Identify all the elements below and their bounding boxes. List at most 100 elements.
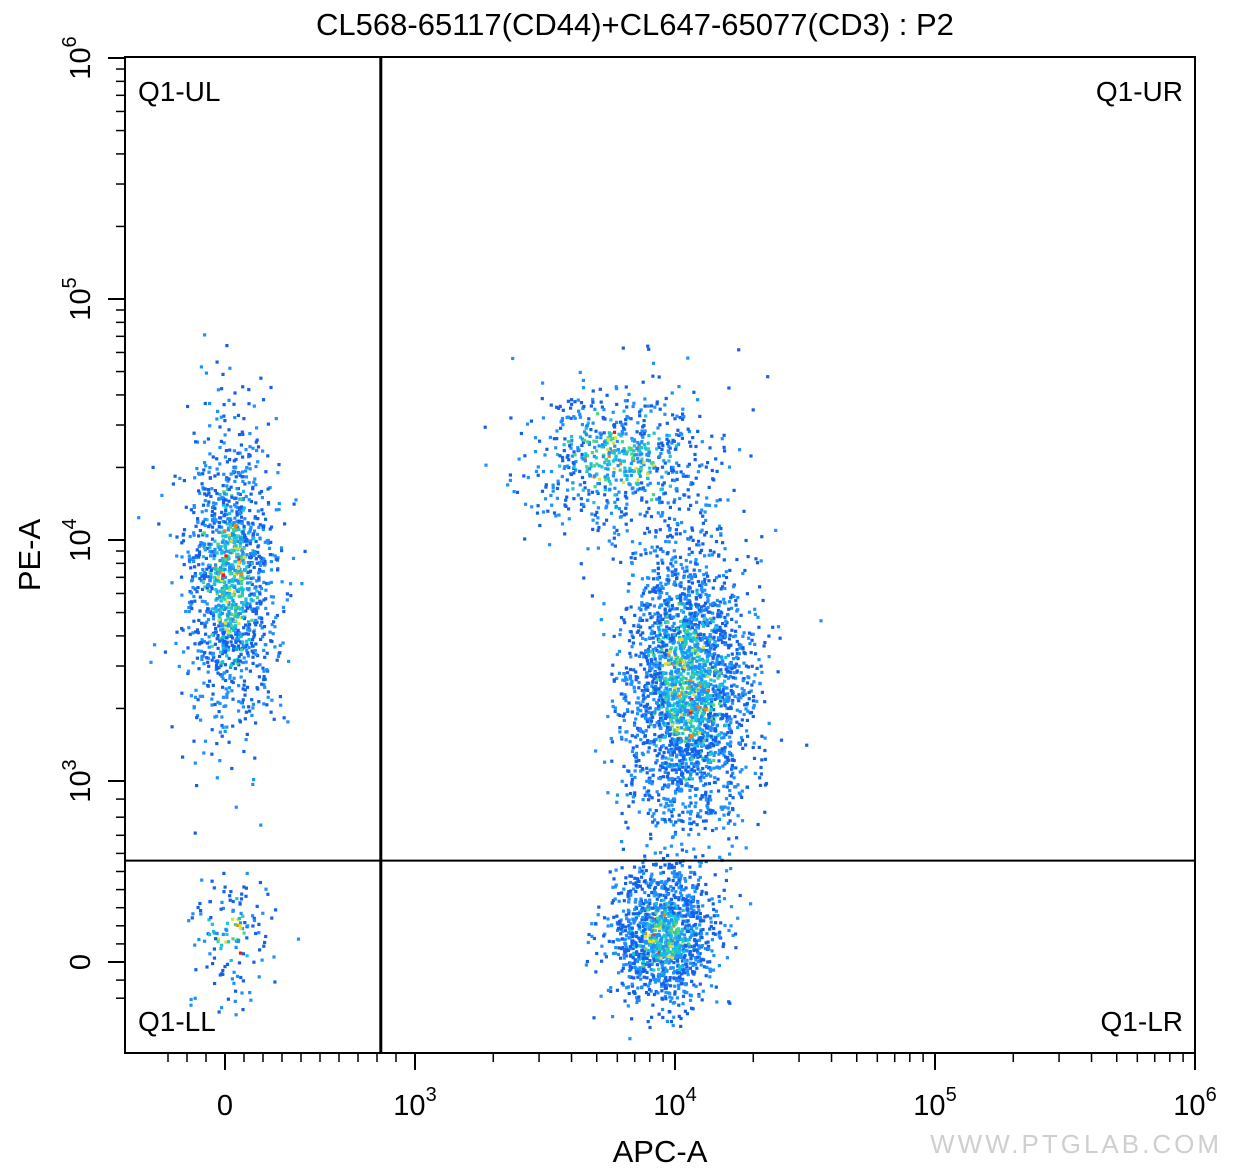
event-dot bbox=[681, 977, 685, 981]
event-dot bbox=[704, 530, 708, 535]
event-dot bbox=[661, 754, 665, 758]
event-dot bbox=[737, 642, 741, 647]
event-dot bbox=[636, 706, 640, 710]
event-dot bbox=[690, 611, 694, 615]
event-dot bbox=[704, 503, 708, 507]
event-dot bbox=[753, 612, 757, 617]
event-dot bbox=[220, 549, 224, 553]
event-dot bbox=[657, 798, 661, 802]
event-dot bbox=[657, 698, 661, 702]
event-dot bbox=[226, 645, 231, 649]
event-dot bbox=[198, 550, 202, 554]
event-dot bbox=[630, 436, 634, 441]
event-dot bbox=[667, 540, 671, 544]
event-dot bbox=[682, 415, 686, 419]
event-dot bbox=[672, 689, 676, 693]
event-dot bbox=[695, 684, 699, 688]
event-dot bbox=[198, 576, 202, 581]
event-dot bbox=[619, 478, 623, 482]
event-dot bbox=[675, 477, 679, 481]
event-dot bbox=[523, 454, 527, 458]
event-dot bbox=[600, 443, 605, 447]
event-dot bbox=[598, 431, 602, 435]
event-dot bbox=[660, 500, 664, 504]
event-dot bbox=[647, 433, 651, 438]
event-dot bbox=[651, 588, 655, 592]
event-dot bbox=[219, 599, 223, 603]
event-dot bbox=[637, 629, 641, 633]
event-dot bbox=[262, 675, 266, 679]
event-dot bbox=[248, 432, 252, 436]
event-dot bbox=[624, 469, 628, 473]
event-dot bbox=[271, 595, 275, 599]
event-dot bbox=[771, 625, 775, 629]
event-dot bbox=[745, 729, 749, 733]
event-dot bbox=[660, 441, 664, 445]
event-dot bbox=[673, 797, 677, 801]
event-dot bbox=[687, 547, 691, 551]
event-dot bbox=[648, 626, 652, 630]
event-dot bbox=[571, 481, 575, 485]
event-dot bbox=[762, 644, 766, 648]
event-dot bbox=[677, 463, 681, 468]
event-dot bbox=[702, 739, 706, 743]
event-dot bbox=[655, 945, 659, 950]
event-dot bbox=[689, 812, 693, 816]
event-dot bbox=[658, 588, 662, 592]
event-dot bbox=[253, 649, 257, 653]
event-dot bbox=[700, 739, 704, 743]
event-dot bbox=[615, 402, 619, 406]
event-dot bbox=[225, 561, 229, 565]
event-dot bbox=[574, 468, 578, 472]
event-dot bbox=[655, 754, 659, 758]
event-dot bbox=[683, 719, 688, 723]
event-dot bbox=[673, 683, 677, 687]
event-dot bbox=[663, 651, 667, 655]
event-dot bbox=[645, 741, 649, 745]
event-dot bbox=[149, 660, 153, 664]
event-dot bbox=[223, 639, 227, 643]
event-dot bbox=[692, 820, 696, 824]
event-dot bbox=[227, 428, 231, 432]
event-dot bbox=[640, 594, 644, 598]
event-dot bbox=[712, 758, 716, 763]
event-dot bbox=[248, 445, 252, 449]
event-dot bbox=[227, 526, 231, 530]
event-dot bbox=[627, 924, 631, 928]
event-dot bbox=[702, 819, 706, 823]
event-dot bbox=[706, 682, 710, 686]
event-dot bbox=[197, 534, 201, 538]
event-dot bbox=[688, 817, 692, 821]
event-dot bbox=[594, 456, 598, 460]
event-dot bbox=[670, 723, 674, 727]
event-dot bbox=[732, 594, 736, 599]
event-dot bbox=[206, 660, 210, 664]
event-dot bbox=[730, 844, 734, 848]
event-dot bbox=[672, 768, 676, 772]
event-dot bbox=[593, 485, 597, 489]
event-dot bbox=[642, 460, 646, 465]
event-dot bbox=[227, 622, 231, 626]
event-dot bbox=[658, 748, 662, 752]
event-dot bbox=[191, 661, 195, 665]
event-dot bbox=[221, 484, 225, 488]
event-dot bbox=[233, 593, 237, 597]
event-dot bbox=[669, 658, 673, 662]
event-dot bbox=[231, 724, 235, 728]
event-dot bbox=[717, 740, 721, 744]
event-dot bbox=[681, 776, 685, 780]
event-dot bbox=[705, 669, 709, 674]
event-dot bbox=[629, 677, 633, 681]
event-dot bbox=[621, 480, 625, 484]
event-dot bbox=[232, 575, 236, 579]
event-dot bbox=[222, 573, 226, 577]
event-dot bbox=[256, 509, 260, 513]
event-dot bbox=[191, 586, 195, 590]
event-dot bbox=[706, 574, 710, 578]
event-dot bbox=[241, 498, 245, 502]
event-dot bbox=[669, 562, 673, 566]
event-dot bbox=[683, 587, 687, 591]
event-dot bbox=[675, 782, 679, 786]
event-dot bbox=[686, 973, 690, 977]
event-dot bbox=[251, 532, 256, 536]
